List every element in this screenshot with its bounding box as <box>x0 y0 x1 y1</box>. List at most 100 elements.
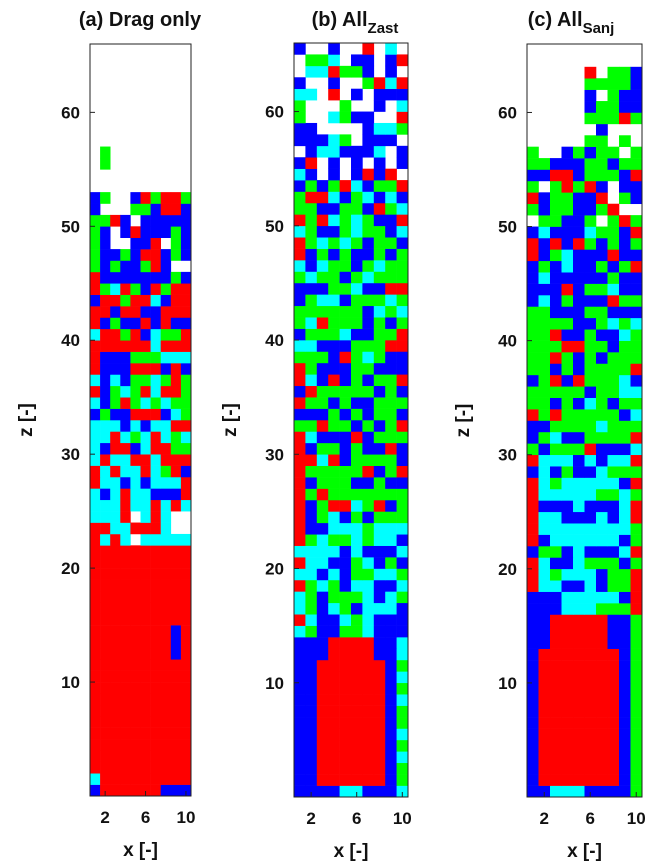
heatmap-cell <box>385 557 397 569</box>
heatmap-cell <box>538 648 551 661</box>
heatmap-cell <box>573 192 585 205</box>
heatmap-cell <box>351 545 363 558</box>
heatmap-cell <box>527 785 539 798</box>
heatmap-cell <box>339 317 352 329</box>
heatmap-cell <box>550 580 562 592</box>
heatmap-cell <box>100 317 111 330</box>
heatmap-cell <box>619 352 631 364</box>
heatmap-cell <box>362 122 375 135</box>
heatmap-cell <box>596 397 608 410</box>
heatmap-cell <box>294 454 306 466</box>
heatmap-cell <box>160 750 172 763</box>
heatmap-cell <box>160 511 172 523</box>
heatmap-cell <box>596 739 608 752</box>
heatmap-cell <box>385 625 397 638</box>
heatmap-cell <box>607 717 620 729</box>
heatmap-cell <box>362 728 375 741</box>
heatmap-cell <box>160 340 172 352</box>
heatmap-cell <box>385 237 397 249</box>
y-axis-label: z [-] <box>453 404 474 438</box>
heatmap-cell <box>328 340 340 352</box>
heatmap-cell <box>140 237 151 250</box>
heatmap-cell <box>305 431 318 444</box>
heatmap-cell <box>180 568 192 580</box>
heatmap-cell <box>561 203 574 216</box>
heatmap-cell <box>550 226 562 239</box>
heatmap-cell <box>140 465 151 478</box>
heatmap-cell <box>527 363 539 376</box>
heatmap-cell <box>596 123 608 136</box>
heatmap-cell <box>362 511 375 524</box>
y-tick-label: 40 <box>498 332 517 351</box>
heatmap-cell <box>385 717 397 729</box>
heatmap-cell <box>573 580 585 592</box>
heatmap-cell <box>110 761 121 774</box>
heatmap-cell <box>527 648 539 661</box>
heatmap-cell <box>120 602 131 614</box>
heatmap-cell <box>396 602 409 615</box>
heatmap-cell <box>170 590 182 603</box>
heatmap-cell <box>396 122 409 135</box>
heatmap-cell <box>630 557 643 570</box>
heatmap-cell <box>140 670 151 683</box>
heatmap-cell <box>140 773 151 785</box>
heatmap-cell <box>140 784 151 797</box>
heatmap-cell <box>396 351 409 364</box>
heatmap-cell <box>619 363 631 376</box>
heatmap-cell <box>373 180 386 192</box>
heatmap-cell <box>396 694 409 706</box>
heatmap-cell <box>316 465 329 478</box>
heatmap-cell <box>362 477 375 489</box>
heatmap-cell <box>527 454 539 467</box>
heatmap-cell <box>305 157 318 169</box>
heatmap-cell <box>584 192 597 205</box>
heatmap-cell <box>385 134 397 147</box>
heatmap-cell <box>561 295 574 307</box>
heatmap-cell <box>150 397 161 409</box>
heatmap-cell <box>180 328 192 341</box>
heatmap-cell <box>90 682 101 694</box>
heatmap-cell <box>550 534 562 547</box>
heatmap-cell <box>550 169 562 182</box>
heatmap-cell <box>294 774 306 786</box>
heatmap-cell <box>607 363 620 376</box>
heatmap-cell <box>351 374 363 387</box>
heatmap-cell <box>160 408 172 421</box>
heatmap-cell <box>385 431 397 444</box>
heatmap-cell <box>170 363 182 375</box>
heatmap-cell <box>373 591 386 604</box>
heatmap-cell <box>328 134 340 147</box>
heatmap-cell <box>110 522 121 535</box>
heatmap-cell <box>630 762 643 775</box>
heatmap-cell <box>130 773 141 785</box>
heatmap-cell <box>170 556 182 569</box>
heatmap-cell <box>100 157 111 170</box>
heatmap-cell <box>584 169 597 182</box>
heatmap-cell <box>373 420 386 432</box>
heatmap-cell <box>110 385 121 398</box>
heatmap-cell <box>316 454 329 466</box>
heatmap-cell <box>328 511 340 524</box>
heatmap-cell <box>351 488 363 501</box>
heatmap-cell <box>160 590 172 603</box>
heatmap-cell <box>362 568 375 581</box>
heatmap-cell <box>362 180 375 192</box>
heatmap-cell <box>160 397 172 409</box>
heatmap-cell <box>619 180 631 193</box>
heatmap-cell <box>305 477 318 489</box>
heatmap-cell <box>527 603 539 615</box>
heatmap-cell <box>100 442 111 455</box>
heatmap-cell <box>100 636 111 649</box>
heatmap-cell <box>160 374 172 387</box>
heatmap-cell <box>328 591 340 604</box>
heatmap-cell <box>90 283 101 295</box>
heatmap-cell <box>130 590 141 603</box>
heatmap-cell <box>619 306 631 319</box>
heatmap-cell <box>630 603 643 615</box>
heatmap-cell <box>110 340 121 352</box>
heatmap-cell <box>180 693 192 706</box>
y-tick-label: 50 <box>265 217 284 236</box>
heatmap-cell <box>607 523 620 535</box>
heatmap-cell <box>140 226 151 238</box>
heatmap-cell <box>316 705 329 718</box>
